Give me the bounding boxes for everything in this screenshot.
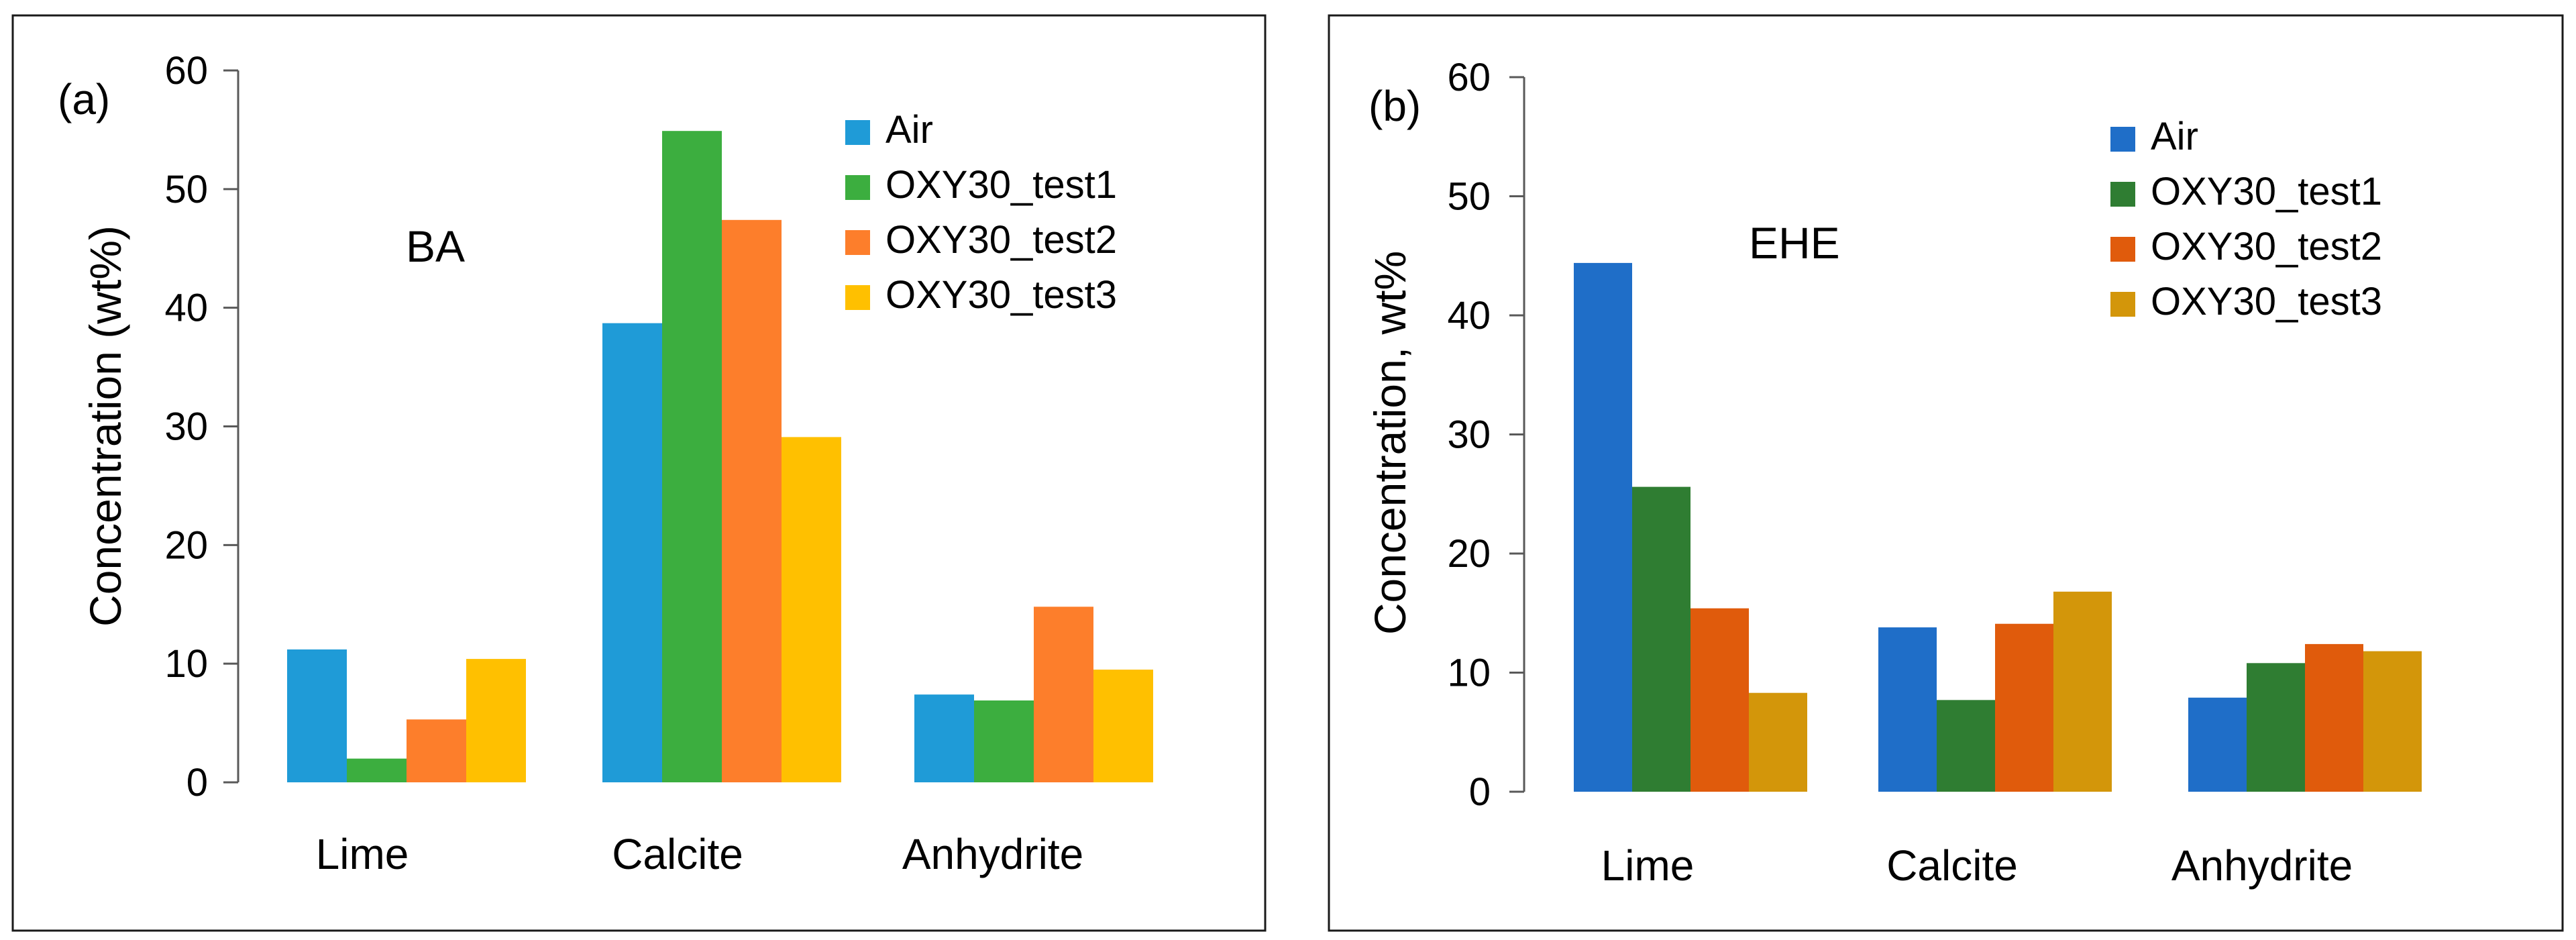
- y-tick-label: 60: [1447, 56, 1491, 99]
- inset-label: EHE: [1749, 218, 1840, 268]
- legend: Air OXY30_test1 OXY30_test2 OXY30_test3: [2110, 115, 2382, 323]
- bar: [2247, 663, 2305, 792]
- bar: [466, 659, 526, 782]
- bar: [347, 758, 407, 782]
- chart-panel-a: 0 10 20 30 40 50 60 Concentration (wt%) (a) BA…: [11, 14, 1267, 932]
- category-labels-group: Lime Calcite Anhydrite: [1601, 841, 2353, 890]
- bar: [407, 719, 466, 782]
- chart-frame: [1328, 14, 2564, 932]
- legend-swatch: [2110, 182, 2135, 207]
- legend-label: OXY30_test3: [885, 273, 1117, 317]
- bar: [1749, 692, 1807, 792]
- bar: [602, 323, 662, 782]
- bar: [1093, 670, 1153, 782]
- y-axis-title: Concentration, wt%: [1365, 251, 1415, 635]
- y-tick-label: 60: [164, 49, 208, 93]
- bar: [1995, 623, 2053, 792]
- bar: [2188, 697, 2247, 792]
- y-ticks-group: 0 10 20 30 40 50 60: [1447, 56, 1524, 814]
- category-label: Lime: [316, 830, 409, 878]
- legend-swatch: [2110, 292, 2135, 317]
- panel-label: (a): [58, 75, 110, 123]
- bar: [914, 694, 974, 782]
- category-label: Calcite: [612, 830, 743, 878]
- y-tick-label: 10: [1447, 651, 1491, 695]
- legend-swatch: [845, 120, 870, 145]
- y-tick-label: 50: [164, 168, 208, 211]
- y-tick-label: 10: [164, 642, 208, 686]
- bar: [2305, 643, 2363, 792]
- bar: [974, 700, 1034, 782]
- bar: [782, 437, 841, 782]
- legend-swatch: [845, 230, 870, 255]
- y-tick-label: 30: [164, 405, 208, 449]
- bar: [1878, 627, 1937, 792]
- bar: [287, 649, 347, 782]
- y-tick-label: 0: [1469, 770, 1491, 814]
- legend-swatch: [2110, 237, 2135, 262]
- legend-label: OXY30_test2: [885, 218, 1117, 262]
- chart-panel-b: 0 10 20 30 40 50 60 Concentration, wt% (b) EHE…: [1328, 14, 2564, 932]
- bar: [1632, 486, 1690, 792]
- bars-group: [287, 131, 1153, 782]
- legend-label: Air: [2151, 115, 2198, 158]
- legend-label: OXY30_test1: [885, 163, 1117, 207]
- y-axis-title: Concentration (wt%): [80, 225, 130, 627]
- y-tick-label: 40: [1447, 294, 1491, 337]
- bar: [722, 219, 782, 782]
- y-tick-label: 50: [1447, 175, 1491, 219]
- legend-label: OXY30_test2: [2151, 225, 2382, 268]
- bar: [662, 131, 722, 782]
- bar: [1937, 700, 1995, 792]
- category-label: Anhydrite: [2171, 841, 2353, 890]
- legend-label: Air: [885, 108, 933, 152]
- category-labels-group: Lime Calcite Anhydrite: [316, 830, 1084, 878]
- y-tick-label: 0: [186, 761, 208, 804]
- category-label: Calcite: [1886, 841, 2018, 890]
- y-ticks-group: 0 10 20 30 40 50 60: [164, 49, 238, 804]
- inset-label: BA: [406, 221, 465, 271]
- y-tick-label: 20: [164, 523, 208, 567]
- bar: [1690, 608, 1749, 792]
- bar: [2053, 591, 2112, 792]
- legend-label: OXY30_test3: [2151, 280, 2382, 323]
- legend-label: OXY30_test1: [2151, 170, 2382, 213]
- bar: [1574, 262, 1632, 792]
- bar: [2363, 651, 2422, 792]
- y-tick-label: 40: [164, 286, 208, 330]
- legend-swatch: [845, 285, 870, 310]
- y-tick-label: 20: [1447, 532, 1491, 576]
- bars-group: [1574, 262, 2422, 792]
- bar: [1034, 607, 1093, 782]
- legend: Air OXY30_test1 OXY30_test2 OXY30_test3: [845, 108, 1117, 317]
- legend-swatch: [845, 175, 870, 200]
- panel-label: (b): [1368, 82, 1421, 130]
- legend-swatch: [2110, 127, 2135, 152]
- category-label: Anhydrite: [902, 830, 1083, 878]
- category-label: Lime: [1601, 841, 1695, 890]
- y-tick-label: 30: [1447, 413, 1491, 457]
